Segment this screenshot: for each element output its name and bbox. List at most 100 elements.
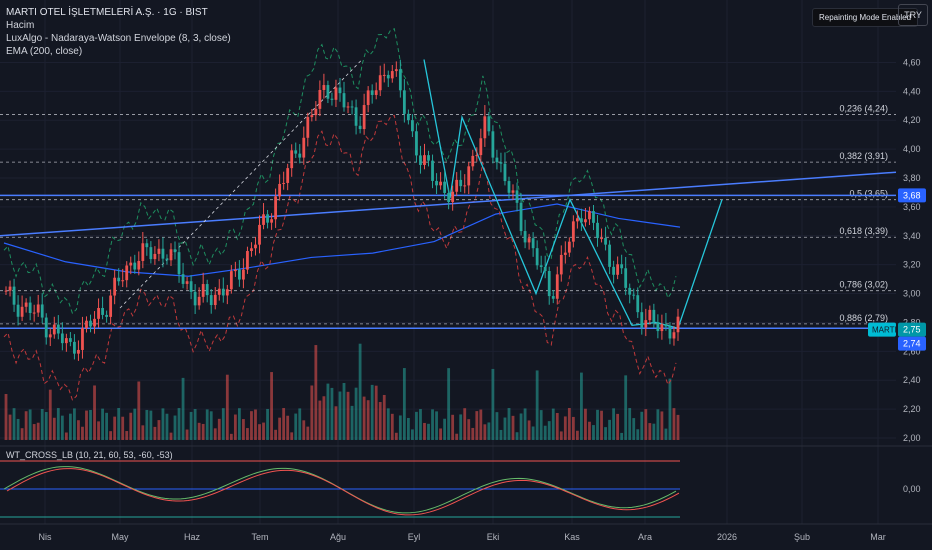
candle-body <box>580 218 583 223</box>
volume-bar <box>370 384 374 440</box>
indicator-envelope[interactable]: LuxAlgo - Nadaraya-Watson Envelope (8, 3… <box>6 33 231 44</box>
volume-bar <box>402 368 406 440</box>
candle-body <box>56 324 60 334</box>
volume-bar <box>342 383 346 440</box>
volume-bar <box>181 377 185 440</box>
volume-bar <box>664 428 668 440</box>
volume-bar <box>459 414 463 440</box>
candle-body <box>36 304 40 313</box>
fib-label: 0,618 (3,39) <box>839 226 888 236</box>
volume-bar <box>559 431 563 440</box>
volume-bar <box>475 411 479 440</box>
candle-body <box>402 90 406 114</box>
candle-body <box>523 231 527 243</box>
price-tick: 2,20 <box>903 404 921 414</box>
volume-bar <box>16 418 20 440</box>
candle-body <box>121 280 125 282</box>
volume-bar <box>439 428 442 440</box>
chart-legend: MARTI OTEL İŞLETMELERİ A.Ş. · 1G · BIST … <box>6 6 231 58</box>
volume-bar <box>443 418 447 440</box>
candle-body <box>60 333 64 344</box>
candle-body <box>491 131 495 158</box>
time-tick: Kas <box>564 532 580 542</box>
fibonacci-levels: 0,236 (4,24) 0,382 (3,91) 0,5 (3,65) 0,618 … <box>0 103 896 325</box>
volume-bar <box>632 418 636 440</box>
volume-bar <box>310 385 314 440</box>
symbol-tag-bg <box>868 322 896 337</box>
candle-body <box>668 326 672 339</box>
candle-body <box>85 320 88 329</box>
candle-body <box>378 75 382 91</box>
candle-body <box>97 307 100 319</box>
volume-bar <box>427 423 430 440</box>
candle-body <box>274 196 278 220</box>
candle-body <box>314 108 318 116</box>
symbol-title[interactable]: MARTI OTEL İŞLETMELERİ A.Ş. · 1G · BIST <box>6 7 208 18</box>
candle-body <box>559 254 563 275</box>
volume-bar <box>334 406 338 440</box>
volume-bar <box>165 413 169 440</box>
volume-bar <box>77 420 80 440</box>
volume-bar <box>419 409 422 440</box>
fib-label: 0,5 (3,65) <box>849 189 888 199</box>
volume-bar <box>24 411 28 440</box>
candle-body <box>129 262 133 266</box>
candle-body <box>32 312 36 314</box>
volume-bar <box>197 422 201 440</box>
candle-body <box>588 211 591 220</box>
volume-bar <box>153 426 157 440</box>
candle-body <box>334 87 338 100</box>
currency-button[interactable]: TRY <box>898 4 928 26</box>
volume-bar <box>600 410 603 440</box>
volume-bar <box>213 428 217 440</box>
time-tick: Eyl <box>408 532 421 542</box>
candle-body <box>443 181 447 193</box>
price-tick: 3,60 <box>903 202 921 212</box>
candle-body <box>366 90 370 106</box>
price-tick: 2,40 <box>903 375 921 385</box>
volume-bar <box>394 432 398 440</box>
price-tick: 2,60 <box>903 346 921 356</box>
candle-body <box>89 320 92 327</box>
volume-bar <box>254 409 257 440</box>
oscillator-label[interactable]: WT_CROSS_LB (10, 21, 60, 53, -60, -53) <box>6 450 173 460</box>
candle-body <box>330 98 334 100</box>
candle-body <box>322 85 326 90</box>
volume-bar <box>270 372 273 440</box>
indicator-volume[interactable]: Hacim <box>6 20 35 31</box>
fib-label: 0,236 (4,24) <box>839 103 888 113</box>
candle-body <box>16 304 20 317</box>
volume-bar <box>274 429 278 440</box>
volume-bar <box>89 409 92 440</box>
candle-body <box>64 338 68 344</box>
candle-body <box>419 155 422 165</box>
candle-body <box>390 71 394 79</box>
volume-bar <box>596 409 599 440</box>
candle-body <box>225 289 229 296</box>
volume-bar <box>330 387 334 440</box>
candle-body <box>350 106 354 108</box>
volume-bar <box>20 428 24 440</box>
candle-body <box>12 286 16 305</box>
indicator-ema[interactable]: EMA (200, close) <box>6 46 83 57</box>
fib-label: 0,786 (3,02) <box>839 280 888 290</box>
candle-body <box>519 202 523 232</box>
fib-label: 0,886 (2,79) <box>839 313 888 323</box>
candle-body <box>20 306 24 317</box>
volume-bar <box>499 429 503 440</box>
candle-body <box>141 243 145 261</box>
volume-bar <box>519 413 523 440</box>
volume-bar <box>398 415 402 440</box>
volume-bar <box>676 414 680 440</box>
candle-body <box>229 271 233 290</box>
volume-bar <box>101 408 104 440</box>
candle-body <box>310 115 314 118</box>
volume-bar <box>286 415 290 440</box>
candle-body <box>185 281 189 284</box>
candle-body <box>44 317 48 338</box>
volume-bar <box>652 423 656 440</box>
last-price-tag-bg <box>898 322 926 337</box>
volume-bar <box>386 408 390 440</box>
wt2-line <box>6 468 680 516</box>
